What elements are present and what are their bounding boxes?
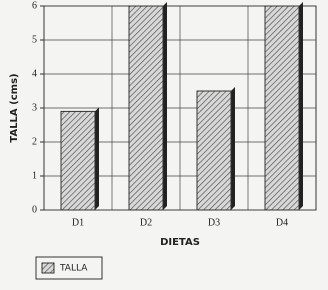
legend-swatch [41, 262, 55, 274]
bar-side [299, 2, 303, 210]
x-tick-label: D4 [276, 217, 288, 228]
y-tick-label: 1 [32, 170, 37, 181]
y-tick-label: 2 [32, 136, 37, 147]
bar [60, 110, 96, 211]
y-tick-label: 5 [32, 34, 37, 45]
y-tick-label: 6 [32, 0, 37, 11]
bar [196, 90, 232, 211]
bar [128, 5, 164, 211]
x-axis-label: DIETAS [160, 237, 200, 248]
y-tick-label: 4 [32, 68, 37, 79]
bar-side [163, 2, 167, 210]
x-tick-label: D1 [72, 217, 84, 228]
bar-side [231, 87, 235, 210]
y-tick-label: 0 [32, 204, 37, 215]
y-axis-label: TALLA (cms) [9, 73, 20, 142]
bar-side [95, 107, 99, 210]
x-tick-label: D3 [208, 217, 220, 228]
x-tick-label: D2 [140, 217, 152, 228]
legend-label: TALLA [59, 264, 88, 274]
bar [264, 5, 300, 211]
legend-box [35, 256, 103, 280]
y-tick-label: 3 [32, 102, 37, 113]
